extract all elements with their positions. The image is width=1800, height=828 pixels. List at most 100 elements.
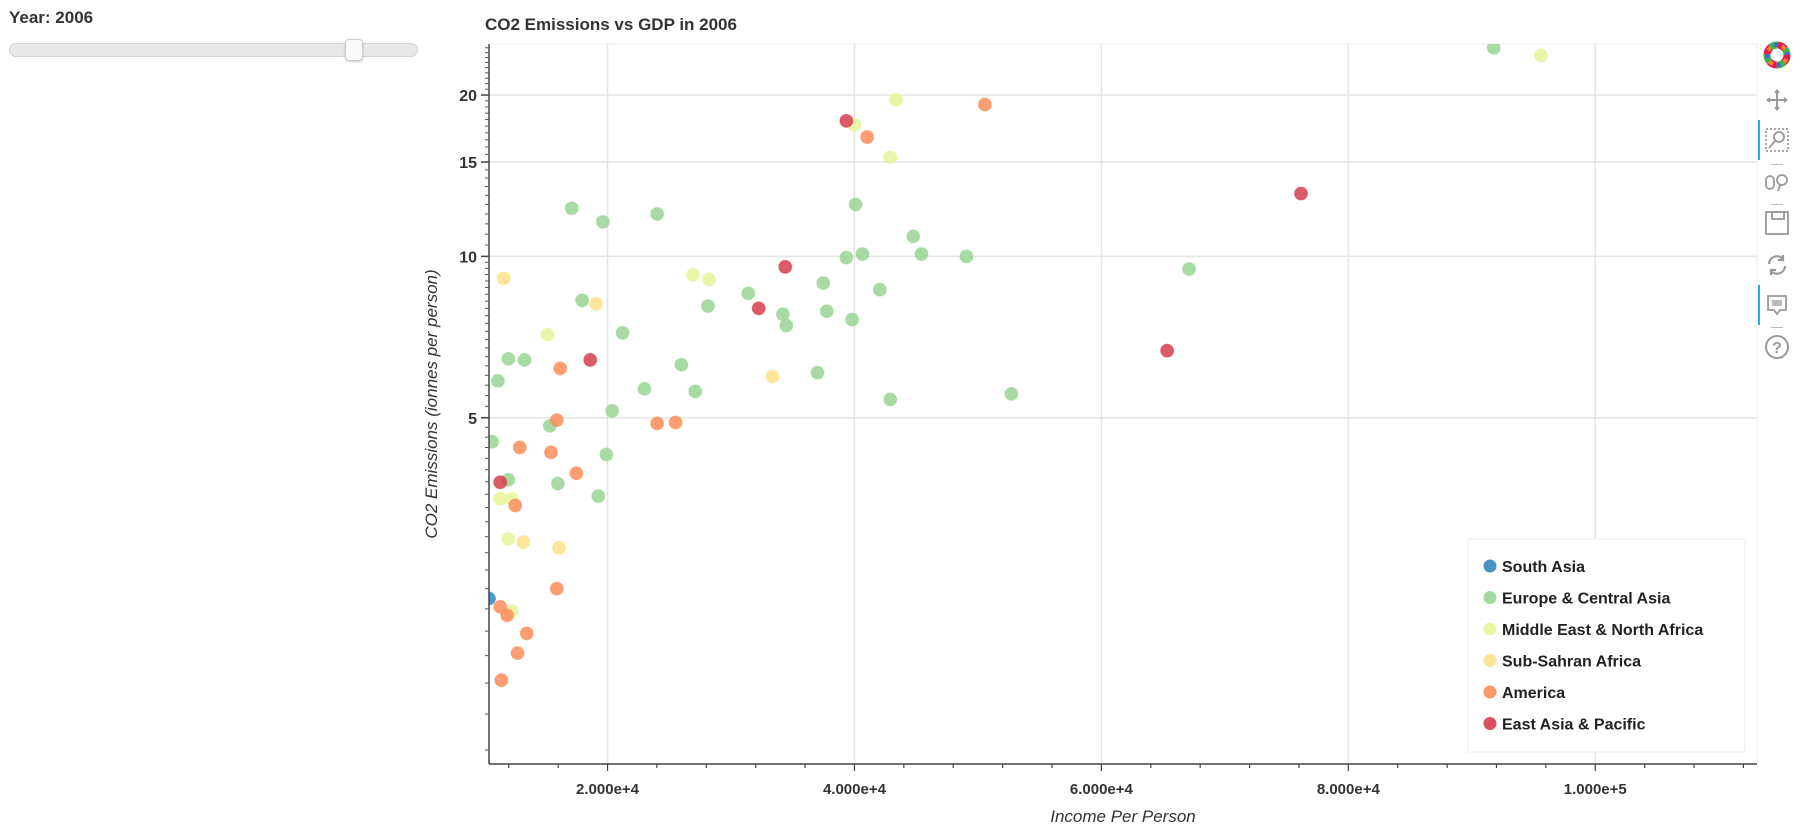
data-point <box>1160 343 1175 358</box>
data-point <box>519 626 534 641</box>
data-point <box>1294 186 1309 201</box>
data-point <box>914 247 929 262</box>
x-axis-label: Income Per Person <box>1050 807 1196 826</box>
data-point <box>845 312 860 327</box>
data-point <box>501 532 516 547</box>
data-point <box>588 296 603 311</box>
hover-active-indicator <box>1758 285 1760 325</box>
data-point <box>1182 262 1197 277</box>
data-point <box>816 275 831 290</box>
legend-label: East Asia & Pacific <box>1502 717 1646 734</box>
data-point <box>583 352 598 367</box>
data-point <box>765 369 780 384</box>
data-point <box>977 97 992 112</box>
data-point <box>615 325 630 340</box>
data-point <box>489 591 496 606</box>
legend-label: Middle East & North Africa <box>1502 622 1703 639</box>
hover-icon[interactable] <box>1762 290 1792 320</box>
y-tick-label: 5 <box>468 411 477 428</box>
data-point <box>493 475 508 490</box>
data-point <box>549 413 564 428</box>
box-zoom-icon[interactable] <box>1762 125 1792 155</box>
y-tick-label: 10 <box>459 249 477 266</box>
data-point <box>516 535 531 550</box>
data-point <box>501 351 516 366</box>
data-point <box>543 445 558 460</box>
y-tick-label: 20 <box>459 88 477 105</box>
data-point <box>819 304 834 319</box>
pan-icon[interactable] <box>1762 85 1792 115</box>
x-tick-label: 1.000e+5 <box>1564 781 1627 798</box>
toolbar-divider <box>1771 164 1783 165</box>
help-icon[interactable]: ? <box>1762 332 1792 362</box>
year-slider-handle[interactable] <box>344 39 363 61</box>
year-slider[interactable] <box>9 39 418 61</box>
x-tick-label: 6.000e+4 <box>1070 781 1134 798</box>
axes: 2.000e+4 4.000e+4 6.000e+4 8.000e+4 1.000e+5… <box>459 44 1757 798</box>
data-point <box>494 673 509 688</box>
data-point <box>848 197 863 212</box>
data-point <box>751 301 766 316</box>
data-point <box>685 267 700 282</box>
data-point <box>855 247 870 262</box>
data-point <box>1486 44 1501 55</box>
data-point <box>500 608 515 623</box>
data-point <box>637 381 652 396</box>
svg-text:?: ? <box>1772 340 1782 357</box>
x-tick-label: 2.000e+4 <box>576 781 640 798</box>
data-point <box>668 415 683 430</box>
data-point <box>1004 386 1019 401</box>
data-point <box>595 214 610 229</box>
legend-marker <box>1483 591 1497 604</box>
data-point <box>888 92 903 107</box>
data-point <box>564 201 579 216</box>
year-slider-label: Year: 2006 <box>9 8 94 27</box>
data-points <box>489 44 1549 688</box>
legend-marker <box>1483 685 1497 699</box>
x-tick-label: 4.000e+4 <box>823 781 887 798</box>
data-point <box>741 286 756 301</box>
data-point <box>810 365 825 380</box>
data-point <box>688 384 703 399</box>
chart-title: CO2 Emissions vs GDP in 2006 <box>485 15 737 34</box>
legend-box <box>1467 538 1746 753</box>
data-point <box>496 271 511 286</box>
save-icon[interactable] <box>1762 208 1792 238</box>
data-point <box>839 250 854 265</box>
data-point <box>490 373 505 388</box>
data-point <box>569 466 584 481</box>
data-point <box>883 392 898 407</box>
x-tick-label: 8.000e+4 <box>1317 781 1381 798</box>
data-point <box>591 489 606 504</box>
y-axis-label: CO2 Emissions (ionnes per person) <box>422 269 441 538</box>
data-point <box>599 447 614 462</box>
data-point <box>839 113 854 128</box>
legend-marker <box>1483 654 1497 667</box>
legend-marker <box>1483 717 1497 730</box>
data-point <box>959 249 974 264</box>
data-point <box>517 352 532 367</box>
data-point <box>674 357 689 372</box>
data-point <box>512 440 527 455</box>
data-point <box>702 272 717 287</box>
toolbar-divider <box>1771 327 1783 328</box>
data-point <box>872 282 887 297</box>
data-point <box>553 361 568 376</box>
data-point <box>650 416 665 431</box>
data-point <box>906 229 921 244</box>
data-point <box>550 476 565 491</box>
data-point <box>510 646 525 661</box>
legend-label: Sub-Sahran Africa <box>1502 654 1641 671</box>
legend-label: South Asia <box>1502 559 1585 576</box>
toolbar-divider <box>1771 204 1783 205</box>
data-point <box>605 403 620 418</box>
wheel-zoom-icon[interactable] <box>1762 167 1792 197</box>
data-point <box>779 318 794 333</box>
data-point <box>700 299 715 314</box>
data-point <box>549 581 564 596</box>
bokeh-logo-icon[interactable] <box>1762 40 1792 70</box>
data-point <box>1534 48 1549 63</box>
data-point <box>860 129 875 144</box>
reset-icon[interactable] <box>1762 250 1792 280</box>
